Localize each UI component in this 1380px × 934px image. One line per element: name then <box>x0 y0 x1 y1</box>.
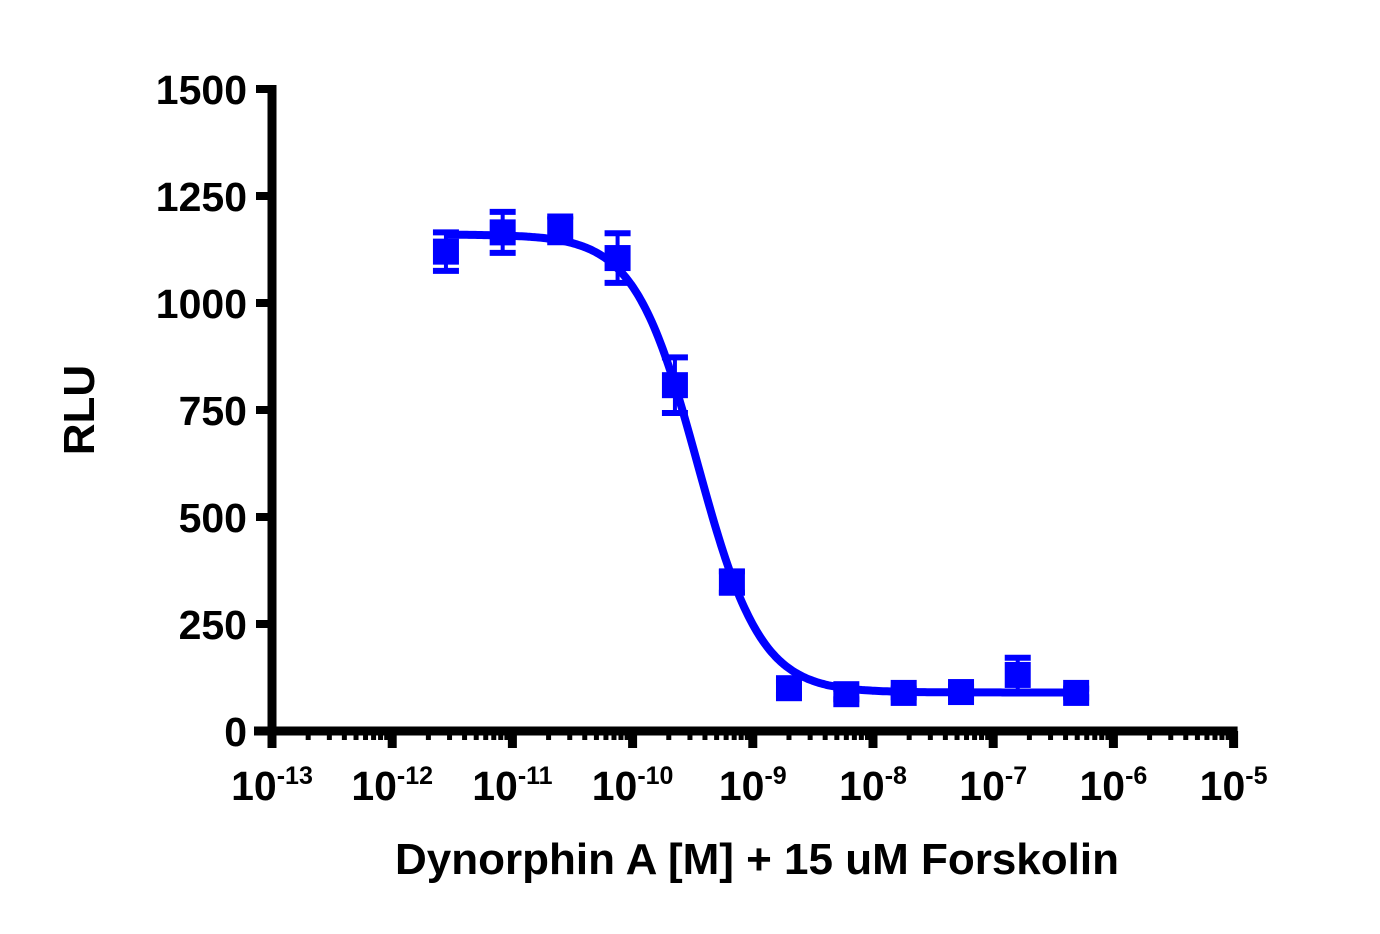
data-point <box>661 354 688 416</box>
y-tick-label: 1000 <box>156 281 247 327</box>
y-tick-label: 500 <box>179 495 247 541</box>
data-point <box>547 213 574 246</box>
square-marker <box>661 372 688 399</box>
data-point <box>432 229 459 274</box>
x-tick-label: 10-10 <box>592 762 674 809</box>
data-points <box>432 208 1090 708</box>
data-point <box>833 681 860 708</box>
square-marker <box>890 679 917 706</box>
square-marker <box>775 675 802 702</box>
x-tick-label: 10-5 <box>1200 762 1268 809</box>
data-point <box>1004 654 1031 696</box>
data-point <box>775 675 802 702</box>
data-point <box>718 568 745 596</box>
y-tick-label: 1500 <box>156 67 247 113</box>
square-marker <box>1004 661 1031 688</box>
x-tick-label: 10-7 <box>959 762 1027 809</box>
y-tick-label: 750 <box>179 388 247 434</box>
x-tick-label: 10-6 <box>1079 762 1147 809</box>
axes <box>254 85 1239 748</box>
x-axis-title: Dynorphin A [M] + 15 uM Forskolin <box>395 835 1119 884</box>
x-tick-labels: 10-13 10-12 10-11 10-10 10-9 10-8 10-7 10-6 10-5 <box>231 762 1267 809</box>
square-marker <box>489 219 516 246</box>
data-point <box>948 679 975 706</box>
square-marker <box>718 569 745 596</box>
data-point <box>1063 679 1090 706</box>
data-point <box>890 679 917 706</box>
y-tick-label: 250 <box>179 602 247 648</box>
square-marker <box>833 681 860 708</box>
y-tick-labels: 0 250 500 750 1000 1250 1500 <box>156 67 247 755</box>
square-marker <box>547 216 574 243</box>
x-tick-label: 10-9 <box>719 762 787 809</box>
x-tick-label: 10-13 <box>231 762 313 809</box>
y-tick-label: 1250 <box>156 174 247 220</box>
x-tick-label: 10-8 <box>839 762 907 809</box>
square-marker <box>1063 679 1090 706</box>
y-axis-title: RLU <box>55 365 104 455</box>
x-tick-label: 10-12 <box>351 762 433 809</box>
square-marker <box>604 245 631 272</box>
y-tick-label: 0 <box>224 709 247 755</box>
square-marker <box>948 679 975 706</box>
data-point <box>604 230 631 286</box>
x-tick-label: 10-11 <box>472 762 552 809</box>
square-marker <box>432 238 459 265</box>
sigmoid-fit-line <box>444 230 1079 697</box>
data-point <box>489 208 516 256</box>
fit-curve <box>444 230 1079 697</box>
